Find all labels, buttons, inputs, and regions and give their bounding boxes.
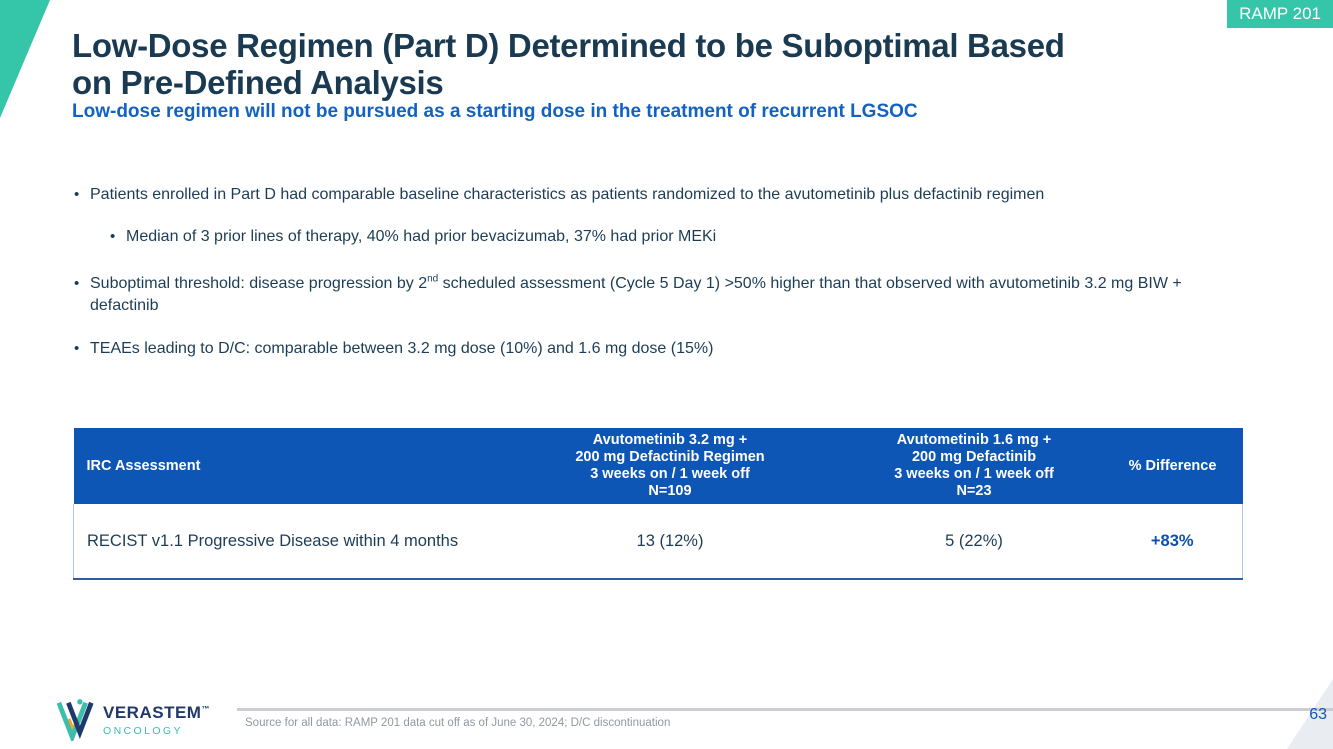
study-badge: RAMP 201 xyxy=(1227,0,1333,28)
brand-name: VERASTEM™ xyxy=(103,704,210,721)
header-avutometinib-3-2: Avutometinib 3.2 mg + 200 mg Defactinib … xyxy=(494,428,846,505)
cell-assessment: RECIST v1.1 Progressive Disease within 4… xyxy=(73,504,495,581)
bullet-icon: • xyxy=(110,228,116,246)
bullet-text: TEAEs leading to D/C: comparable between… xyxy=(90,339,714,357)
ordinal-superscript: nd xyxy=(427,273,439,285)
teal-corner-accent xyxy=(0,0,50,118)
source-note: Source for all data: RAMP 201 data cut o… xyxy=(245,717,671,729)
bullet-teae-discontinuation: • TEAEs leading to D/C: comparable betwe… xyxy=(74,338,1219,360)
division-name: ONCOLOGY xyxy=(103,725,183,737)
header-percent-difference: % Difference xyxy=(1102,428,1243,505)
cell-regimen-1-6: 5 (22%) xyxy=(845,504,1103,581)
bullet-icon: • xyxy=(74,186,80,203)
slide-title: Low-Dose Regimen (Part D) Determined to … xyxy=(72,27,1065,102)
verastem-wordmark: VERASTEM™ ONCOLOGY xyxy=(103,697,210,737)
title-line-2: on Pre-Defined Analysis xyxy=(72,63,444,101)
verastem-logo: VERASTEM™ ONCOLOGY xyxy=(56,697,210,741)
table-header-row: IRC Assessment Avutometinib 3.2 mg + 200… xyxy=(73,428,1243,505)
bullet-icon: • xyxy=(74,339,80,357)
page-number: 63 xyxy=(1309,706,1327,723)
bullet-text-pre: Suboptimal threshold: disease progressio… xyxy=(90,274,428,292)
bullet-baseline-characteristics: • Patients enrolled in Part D had compar… xyxy=(74,184,1219,206)
bullet-text: Patients enrolled in Part D had comparab… xyxy=(90,186,1045,203)
bullet-suboptimal-threshold: • Suboptimal threshold: disease progress… xyxy=(74,273,1219,318)
bullet-icon: • xyxy=(74,274,80,292)
header-avutometinib-1-6: Avutometinib 1.6 mg + 200 mg Defactinib … xyxy=(845,428,1103,505)
bullet-text: Median of 3 prior lines of therapy, 40% … xyxy=(126,228,717,246)
verastem-logo-mark xyxy=(56,699,94,741)
bullet-text: Suboptimal threshold: disease progressio… xyxy=(90,273,1219,318)
cell-regimen-3-2: 13 (12%) xyxy=(494,504,846,581)
slide-subtitle: Low-dose regimen will not be pursued as … xyxy=(72,101,918,122)
brand-text: VERASTEM xyxy=(103,703,202,722)
bullet-list: • Patients enrolled in Part D had compar… xyxy=(74,184,1219,380)
sub-bullet-prior-therapy: • Median of 3 prior lines of therapy, 40… xyxy=(74,226,1219,248)
header-irc-assessment: IRC Assessment xyxy=(73,428,495,505)
footer-divider xyxy=(237,708,1333,711)
table-row: RECIST v1.1 Progressive Disease within 4… xyxy=(73,504,1243,581)
title-line-1: Low-Dose Regimen (Part D) Determined to … xyxy=(72,27,1065,64)
trademark-symbol: ™ xyxy=(201,704,210,714)
bullet-text-post: scheduled assessment (Cycle 5 Day 1) >50… xyxy=(90,274,1182,315)
cell-percent-difference: +83% xyxy=(1102,504,1243,581)
irc-assessment-table: IRC Assessment Avutometinib 3.2 mg + 200… xyxy=(73,428,1243,581)
